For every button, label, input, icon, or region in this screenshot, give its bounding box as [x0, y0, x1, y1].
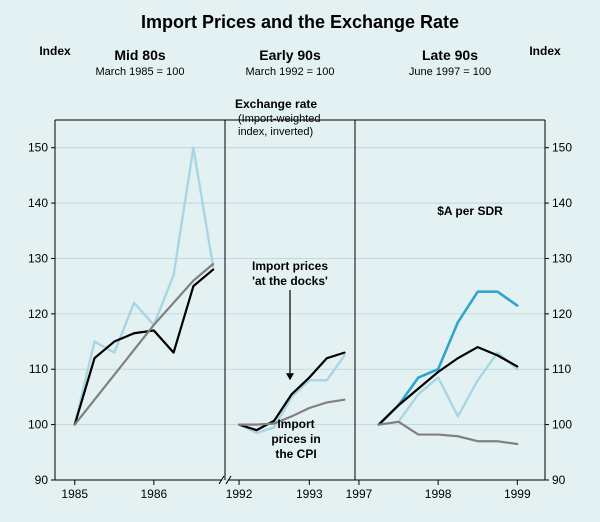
cpi-label-3: the CPI [275, 447, 316, 461]
x-tick-label: 1998 [425, 487, 452, 501]
y-tick-label: 140 [28, 196, 48, 210]
y-tick-label: 130 [28, 251, 48, 265]
series-line [379, 422, 518, 444]
y-axis-left-label: Index [39, 44, 71, 58]
chart-svg: Import Prices and the Exchange Rate Index… [0, 0, 600, 522]
x-tick-label: 1997 [346, 487, 373, 501]
x-tick-label: 1986 [140, 487, 167, 501]
series-line [75, 270, 213, 425]
y-tick-label: 130 [552, 251, 572, 265]
y-tick-label: 150 [28, 141, 48, 155]
exchange-rate-label: Exchange rate [235, 97, 317, 111]
x-tick-label: 1993 [296, 487, 323, 501]
y-tick-label: 150 [552, 141, 572, 155]
y-tick-label: 100 [28, 418, 48, 432]
sdr-label: $A per SDR [437, 204, 503, 218]
series-line [379, 347, 518, 425]
y-tick-label: 110 [552, 362, 571, 376]
y-tick-label: 120 [28, 307, 48, 321]
docks-label-1: Import prices [252, 259, 328, 273]
panel-subtitle: June 1997 = 100 [409, 66, 491, 78]
x-tick-label: 1985 [61, 487, 88, 501]
y-tick-label: 100 [552, 418, 572, 432]
panel-subtitle: March 1985 = 100 [96, 66, 185, 78]
y-tick-label: 110 [29, 362, 48, 376]
x-tick-label: 1992 [226, 487, 253, 501]
y-tick-label: 90 [35, 473, 49, 487]
panel-title: Mid 80s [114, 47, 166, 63]
chart-title: Import Prices and the Exchange Rate [141, 12, 459, 32]
cpi-label-2: prices in [271, 432, 320, 446]
docks-label-2: 'at the docks' [252, 274, 328, 288]
panel-title: Early 90s [259, 47, 321, 63]
y-tick-label: 120 [552, 307, 572, 321]
y-tick-label: 90 [552, 473, 566, 487]
arrow-head [286, 373, 294, 380]
y-axis-right-label: Index [529, 44, 561, 58]
exchange-rate-sub1: (Import-weighted [238, 113, 321, 125]
chart-container: Import Prices and the Exchange Rate Index… [0, 0, 600, 522]
series-line [379, 353, 518, 425]
x-tick-label: 1999 [504, 487, 531, 501]
panel-title: Late 90s [422, 47, 478, 63]
y-tick-label: 140 [552, 196, 572, 210]
exchange-rate-sub2: index, inverted) [238, 126, 313, 138]
panel-subtitle: March 1992 = 100 [246, 66, 335, 78]
cpi-label-1: Import [277, 417, 314, 431]
